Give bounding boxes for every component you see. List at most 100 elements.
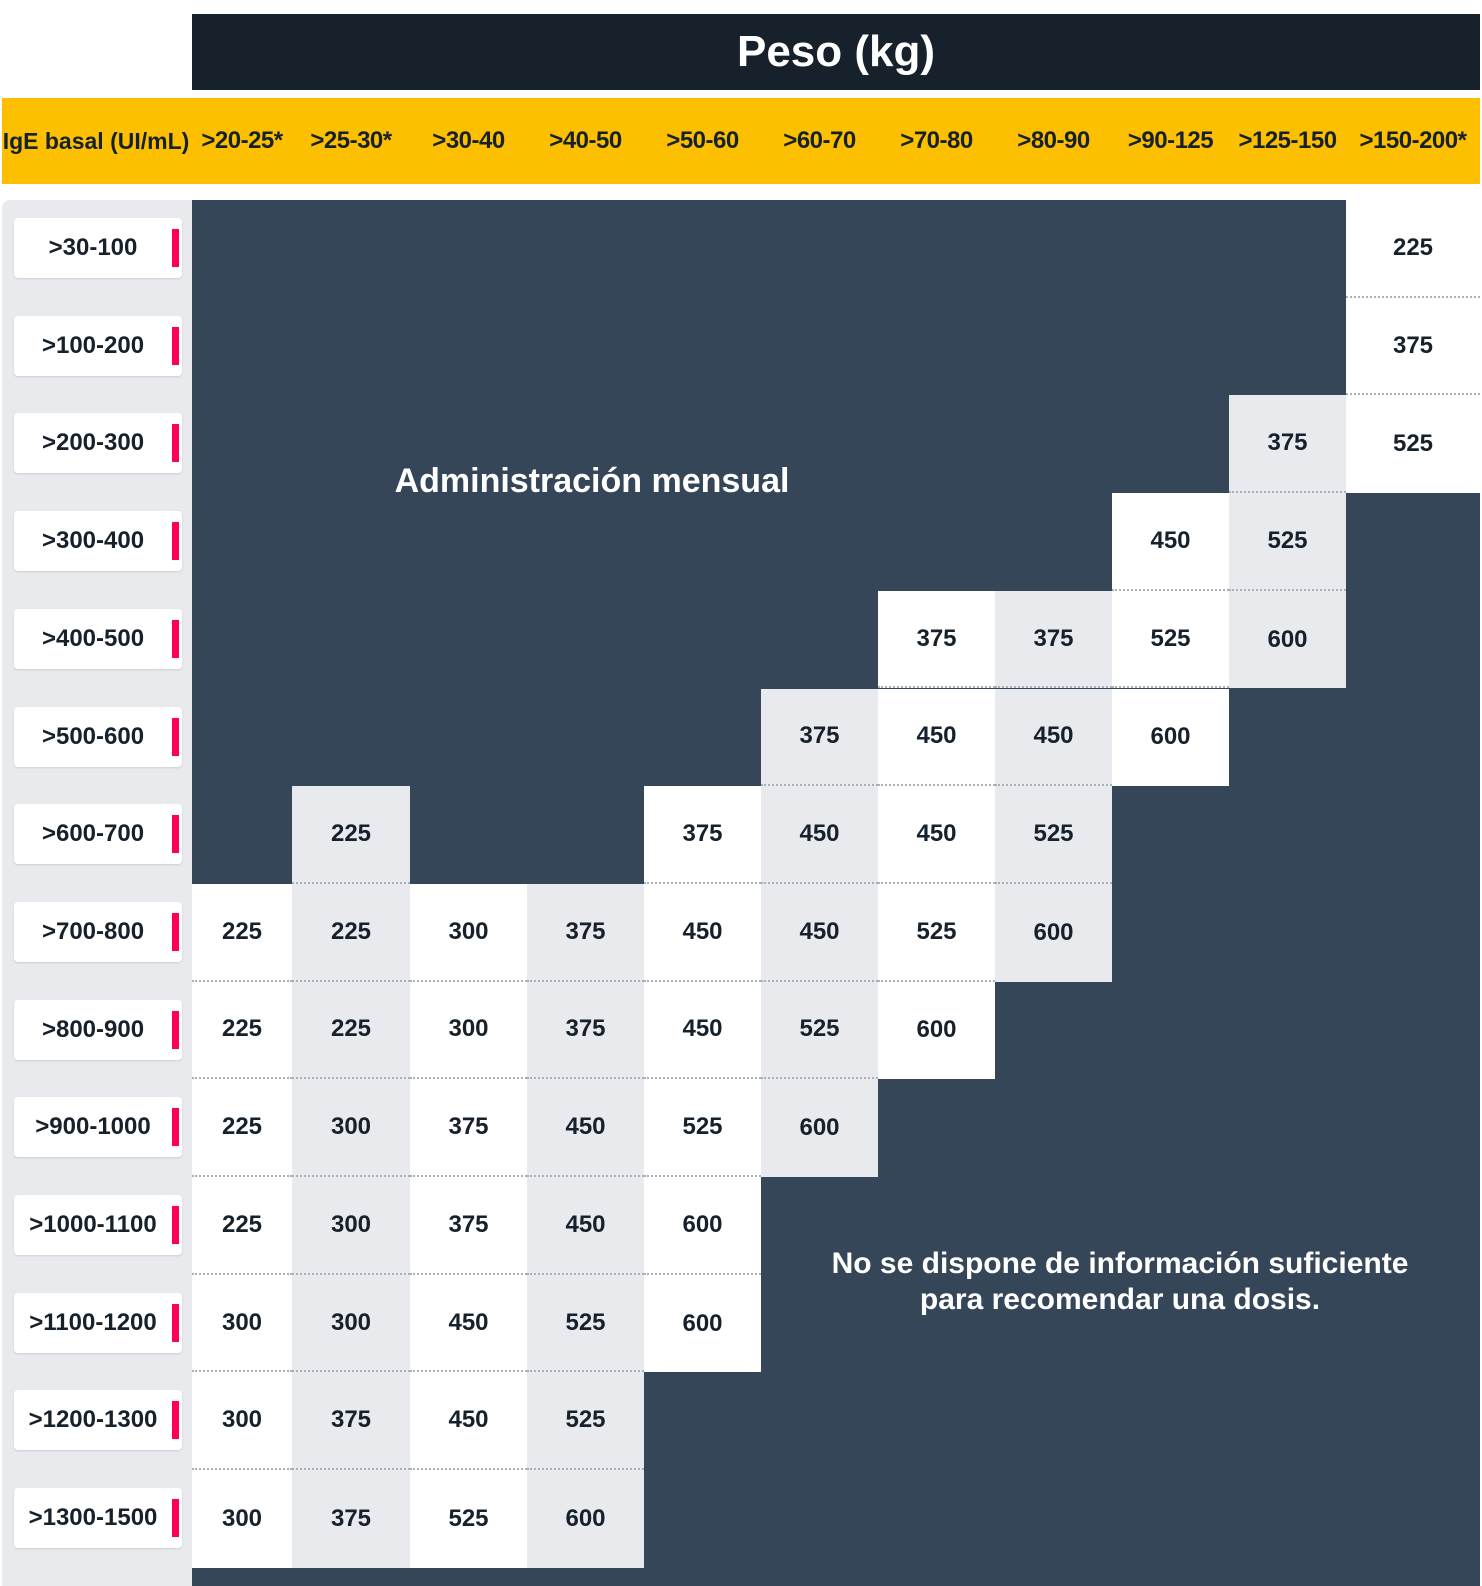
- dose-value: 225: [330, 1015, 372, 1043]
- column-header: >20-25*: [201, 127, 283, 154]
- dose-cell: 450: [527, 1177, 644, 1275]
- dose-cell: 450: [1112, 493, 1229, 591]
- column-header: >70-80: [900, 127, 973, 154]
- row-label: >100-200: [14, 315, 182, 376]
- row-label-text: >1000-1100: [29, 1211, 157, 1238]
- row-marker: [172, 522, 179, 561]
- row-marker: [172, 1401, 179, 1440]
- dose-value: 225: [221, 1210, 263, 1238]
- dose-cell: 300: [292, 1177, 410, 1275]
- dose-value: 450: [1033, 722, 1074, 750]
- row-label-text: >1300-1500: [28, 1504, 158, 1532]
- dose-value: 300: [330, 1113, 372, 1141]
- dose-value: 600: [1150, 723, 1191, 751]
- dose-cell: 300: [292, 1274, 410, 1373]
- dose-cell: 225: [1346, 200, 1480, 298]
- dose-cell: 600: [527, 1470, 644, 1568]
- row-label: >1200-1300: [14, 1390, 182, 1451]
- dose-value: 375: [916, 624, 957, 652]
- dose-value: 300: [221, 1406, 263, 1434]
- dose-cell: 300: [192, 1470, 292, 1568]
- dose-value: 525: [448, 1504, 489, 1532]
- dose-cell: 225: [292, 883, 410, 982]
- no-info-line-2: para recomendar una dosis.: [919, 1283, 1321, 1316]
- dose-cell: 225: [192, 1079, 292, 1177]
- dose-value: 375: [1267, 429, 1308, 457]
- row-label: >300-400: [14, 511, 182, 572]
- dose-cell: 450: [995, 688, 1112, 787]
- dose-cell: 225: [292, 786, 410, 884]
- dose-cell: 375: [292, 1470, 410, 1568]
- dose-value: 300: [448, 1015, 489, 1043]
- row-label-text: >400-500: [41, 624, 145, 652]
- dose-cell: 375: [410, 1079, 527, 1177]
- row-marker: [172, 326, 179, 365]
- dose-value: 375: [330, 1406, 372, 1434]
- dose-value: 600: [1267, 625, 1308, 653]
- dose-value: 450: [916, 820, 957, 848]
- dose-value: 225: [221, 1015, 263, 1043]
- dose-value: 375: [565, 1015, 606, 1043]
- row-marker: [172, 1108, 179, 1147]
- ige-header: IgE basal (UI/mL): [2, 128, 190, 154]
- dose-cell: 375: [995, 590, 1112, 689]
- column-header: >50-60: [666, 127, 739, 154]
- dose-cell: 525: [410, 1470, 527, 1568]
- row-label-text: >1200-1300: [28, 1406, 158, 1434]
- dose-cell: 600: [644, 1274, 761, 1373]
- row-marker: [172, 717, 179, 756]
- row-label: >800-900: [14, 999, 182, 1060]
- row-marker: [172, 912, 179, 951]
- dose-cell: 525: [995, 786, 1112, 884]
- row-label: >400-500: [14, 608, 182, 669]
- dose-value: 600: [916, 1016, 957, 1044]
- column-header: >40-50: [549, 127, 622, 154]
- dose-cell: 225: [292, 981, 410, 1080]
- weight-band: [2, 98, 1480, 184]
- dose-value: 375: [1392, 331, 1434, 359]
- dose-value: 225: [1392, 233, 1434, 261]
- dose-cell: 450: [410, 1372, 527, 1471]
- dose-cell: 225: [192, 981, 292, 1080]
- dose-cell: 450: [761, 883, 878, 982]
- row-label: >500-600: [14, 706, 182, 767]
- dose-value: 225: [221, 917, 263, 945]
- dose-cell: 375: [527, 981, 644, 1080]
- row-label: >200-300: [14, 413, 182, 474]
- row-label-text: >300-400: [41, 527, 145, 555]
- row-label-text: >1100-1200: [29, 1308, 157, 1336]
- dose-cell: 525: [878, 883, 995, 982]
- row-label-text: >600-700: [41, 820, 145, 848]
- dose-value: 525: [1150, 624, 1191, 652]
- row-label-text: >200-300: [41, 429, 145, 457]
- row-label: >900-1000: [14, 1097, 182, 1158]
- dose-cell: 300: [410, 883, 527, 982]
- dose-cell: 375: [761, 688, 878, 787]
- row-label: >1300-1500: [14, 1488, 182, 1549]
- dose-value: 525: [682, 1113, 723, 1141]
- dose-cell: 225: [192, 1177, 292, 1275]
- dose-cell: 600: [644, 1177, 761, 1275]
- dose-value: 450: [1150, 526, 1191, 554]
- dose-value: 525: [799, 1015, 840, 1043]
- row-marker: [172, 815, 179, 854]
- dose-value: 225: [330, 820, 372, 848]
- dose-value: 600: [682, 1210, 723, 1238]
- dose-cell: 600: [1229, 590, 1346, 689]
- row-label-text: >700-800: [41, 917, 145, 945]
- dose-value: 525: [916, 917, 957, 945]
- column-header: >90-125: [1127, 127, 1214, 154]
- row-panel: [2, 200, 192, 1586]
- row-marker: [172, 424, 179, 463]
- dose-value: 525: [565, 1308, 606, 1336]
- dose-value: 375: [799, 722, 840, 750]
- row-marker: [172, 229, 179, 267]
- dose-cell: 450: [878, 688, 995, 787]
- dose-value: 375: [448, 1113, 489, 1141]
- column-header: >30-40: [432, 127, 505, 154]
- column-header: >125-150: [1238, 127, 1337, 154]
- dose-cell: 300: [192, 1274, 292, 1373]
- dose-value: 375: [1033, 624, 1074, 652]
- dose-cell: 525: [527, 1274, 644, 1373]
- dose-cell: 525: [761, 981, 878, 1080]
